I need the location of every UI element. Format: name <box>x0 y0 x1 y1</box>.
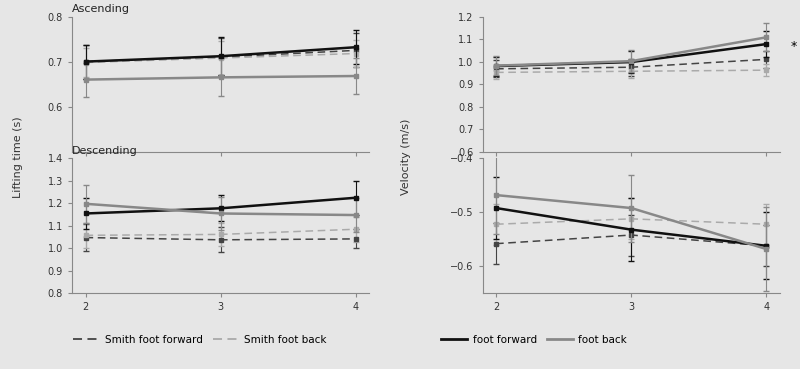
Legend: foot forward, foot back: foot forward, foot back <box>438 331 631 349</box>
Text: Lifting time (s): Lifting time (s) <box>13 116 22 198</box>
Text: Descending: Descending <box>72 146 138 156</box>
Text: *: * <box>791 40 797 53</box>
Legend: Smith foot forward, Smith foot back: Smith foot forward, Smith foot back <box>70 331 331 349</box>
Text: Velocity (m/s): Velocity (m/s) <box>402 119 411 195</box>
Text: Ascending: Ascending <box>72 4 130 14</box>
